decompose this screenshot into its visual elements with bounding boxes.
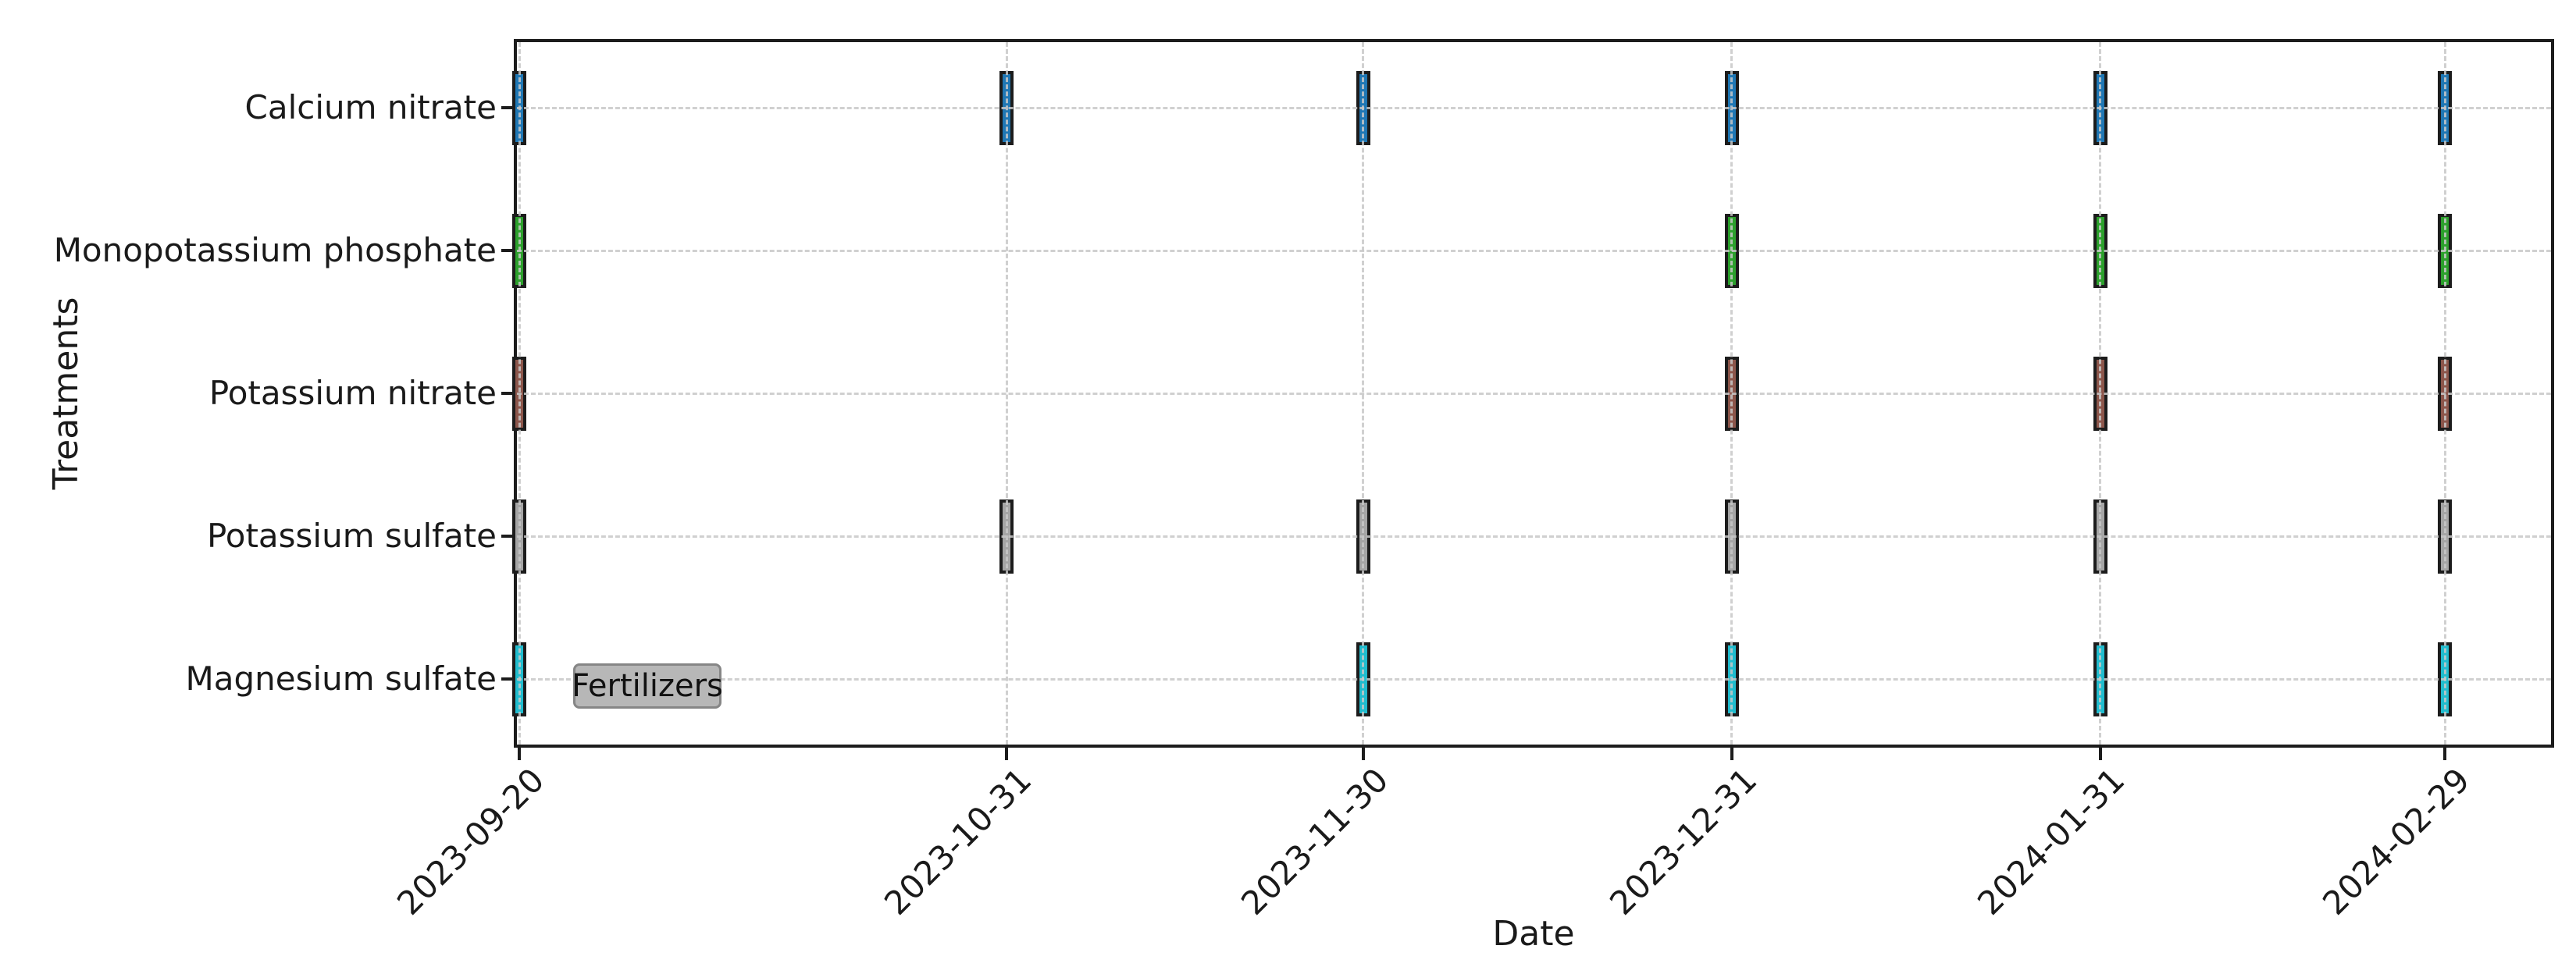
y-tick-mark [501,392,514,395]
y-tick-label: Magnesium sulfate [185,659,497,698]
y-axis-title: Treatments [46,297,86,490]
x-tick-mark [2443,748,2446,760]
x-tick-label: 2023-11-30 [1233,760,1396,922]
x-tick-mark [1730,748,1733,760]
horizontal-gridline [517,535,2551,538]
y-tick-label: Potassium sulfate [206,517,497,555]
y-tick-mark [501,249,514,252]
y-tick-mark [501,535,514,538]
x-axis-title: Date [1492,914,1575,954]
y-tick-mark [501,106,514,109]
x-tick-label: 2023-10-31 [877,760,1039,922]
horizontal-gridline [517,249,2551,252]
x-tick-label: 2023-09-20 [389,760,552,922]
plot-area: Fertilizers [512,39,2554,748]
y-tick-label: Calcium nitrate [244,88,497,126]
x-tick-label: 2024-02-29 [2314,760,2478,922]
y-tick-mark [501,677,514,681]
x-tick-mark [2098,748,2102,760]
horizontal-gridline [517,392,2551,395]
x-tick-mark [1361,748,1365,760]
horizontal-gridline [517,677,2551,681]
x-tick-label: 2023-12-31 [1602,760,1764,922]
y-tick-label: Potassium nitrate [208,374,497,412]
horizontal-gridline [517,106,2551,109]
y-tick-label: Monopotassium phosphate [53,231,497,269]
x-tick-mark [1005,748,1009,760]
legend-box: Fertilizers [572,663,723,709]
legend-label: Fertilizers [572,668,723,704]
x-tick-label: 2024-01-31 [1970,760,2132,922]
x-tick-mark [518,748,521,760]
